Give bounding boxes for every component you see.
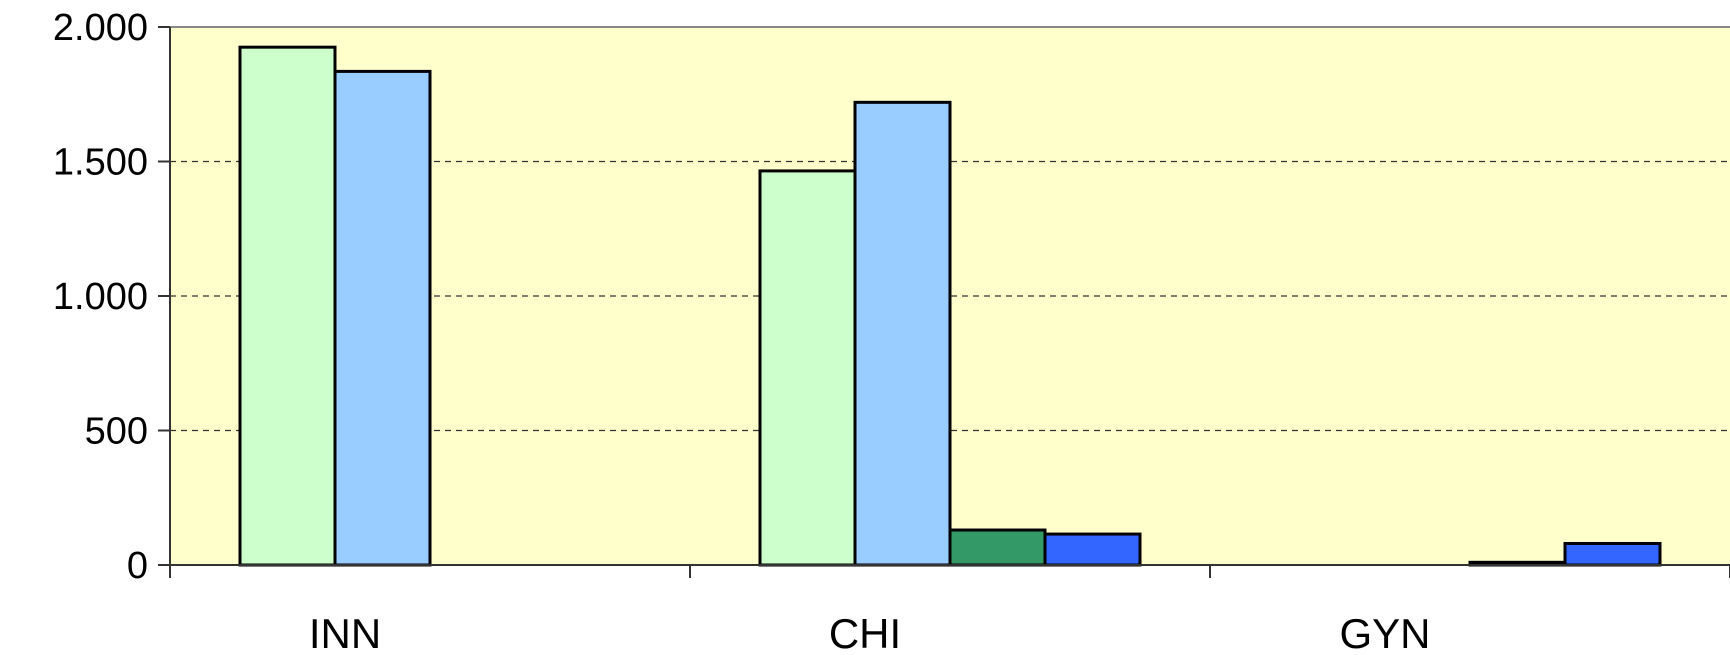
- y-tick-labels: 0 500 1.000 1.500 2.000: [53, 7, 148, 587]
- category-label: INN: [309, 610, 381, 655]
- gridlines: [170, 160, 1730, 432]
- bar-chi-series-4: [1043, 532, 1142, 567]
- bar-chi-series-3: [948, 528, 1047, 567]
- y-tick-label: 1.500: [53, 142, 148, 184]
- bar-inn-series-1: [238, 45, 337, 567]
- bar-chi-series-2: [853, 100, 952, 567]
- y-tick-label: 500: [85, 411, 148, 453]
- axes: [158, 26, 1730, 578]
- y-tick-label: 0: [127, 545, 148, 587]
- y-tick-label: 1.000: [53, 276, 148, 318]
- bar-inn-series-2: [333, 69, 432, 567]
- bar-chi-series-1: [758, 169, 857, 567]
- category-label: GYN: [1339, 610, 1430, 655]
- y-tick-label: 2.000: [53, 7, 148, 49]
- category-label: CHI: [829, 610, 901, 655]
- category-labels: INN CHI GYN: [309, 610, 1431, 655]
- bar-gyn-series-4: [1563, 541, 1662, 567]
